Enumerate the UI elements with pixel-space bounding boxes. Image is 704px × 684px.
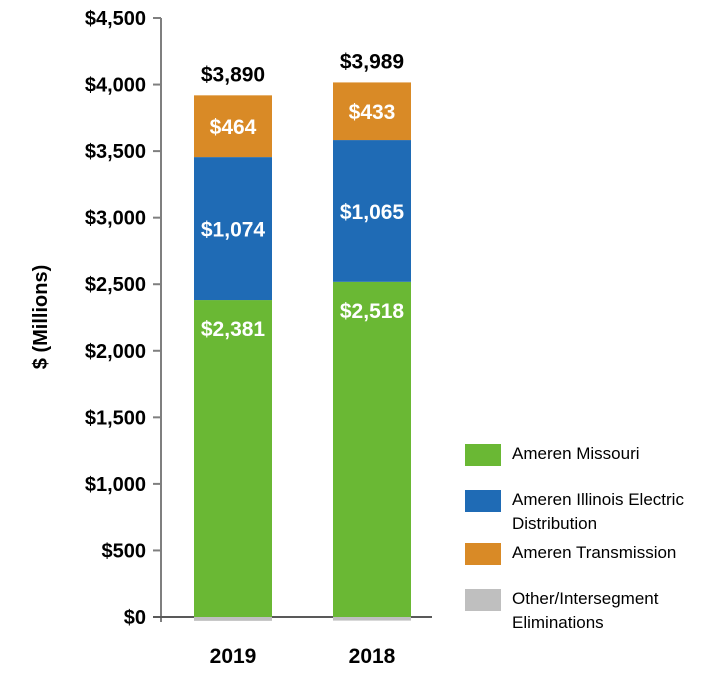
bar-segment-ameren-transmission: [194, 95, 272, 158]
bar-segment-other-intersegment-eliminations: [194, 617, 272, 621]
y-tick-label: $2,500: [85, 274, 146, 296]
bar-segment-ameren-illinois-electric-distribution: [194, 157, 272, 301]
legend-label: Ameren Missouri: [512, 444, 640, 463]
legend-item-ameren-missouri: Ameren Missouri: [465, 444, 702, 466]
legend-swatch: [465, 589, 501, 611]
data-label: $433: [349, 101, 396, 124]
bar-segment-other-intersegment-eliminations: [333, 617, 411, 621]
y-tick-label: $3,000: [85, 208, 146, 230]
legend-swatch: [465, 490, 501, 512]
data-label: $1,065: [340, 201, 405, 224]
y-tick-label: $3,500: [85, 141, 146, 163]
legend-label: Ameren Illinois Electric Distribution: [512, 490, 684, 533]
y-axis-label: $ (Millions): [30, 265, 52, 369]
y-tick-label: $1,000: [85, 474, 146, 496]
data-label: $464: [210, 116, 257, 139]
bar-segment-ameren-illinois-electric-distribution: [333, 140, 411, 282]
y-tick-label: $4,500: [85, 8, 146, 30]
total-label: $3,890: [201, 63, 265, 86]
y-tick-label: $0: [124, 607, 146, 629]
y-tick-label: $500: [102, 540, 147, 562]
bar-segment-ameren-missouri: [194, 300, 272, 617]
legend-item-ameren-transmission: Ameren Transmission: [465, 543, 702, 565]
bar-segment-ameren-transmission: [333, 82, 411, 141]
y-tick-label: $1,500: [85, 407, 146, 429]
y-tick-label: $4,000: [85, 75, 146, 97]
data-label: $2,381: [201, 318, 266, 341]
data-label: $1,074: [201, 219, 266, 242]
total-label: $3,989: [340, 50, 404, 73]
bar-segment-ameren-missouri: [333, 281, 411, 617]
x-tick-label: 2018: [349, 645, 396, 668]
legend-item-ameren-illinois: Ameren Illinois Electric Distribution: [465, 490, 702, 536]
legend-label: Ameren Transmission: [512, 543, 677, 562]
legend-swatch: [465, 543, 501, 565]
legend-label: Other/Intersegment Eliminations: [512, 589, 659, 632]
legend-item-other: Other/Intersegment Eliminations: [465, 589, 702, 635]
x-tick-label: 2019: [210, 645, 257, 668]
data-label: $2,518: [340, 300, 405, 323]
y-tick-label: $2,000: [85, 341, 146, 363]
legend-swatch: [465, 444, 501, 466]
